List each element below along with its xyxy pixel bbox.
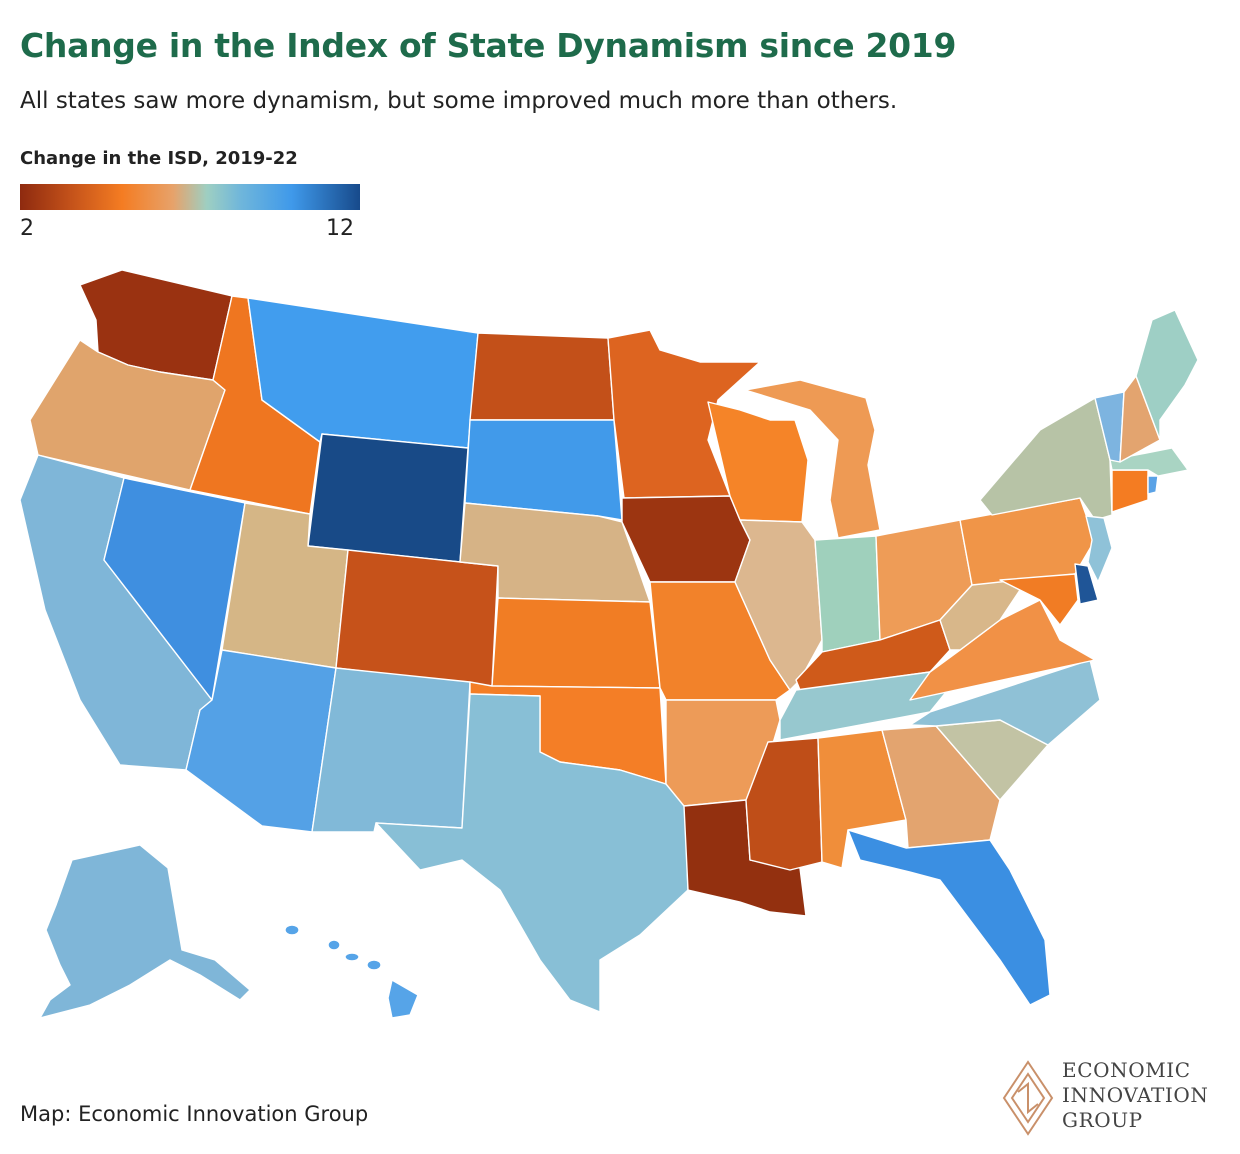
map-credit: Map: Economic Innovation Group <box>20 1102 369 1126</box>
state-co[interactable] <box>335 549 499 687</box>
state-me[interactable] <box>1135 309 1199 441</box>
logo-line-3: GROUP <box>1062 1108 1143 1132</box>
state-md[interactable] <box>999 573 1079 626</box>
state-fl[interactable] <box>847 829 1051 1006</box>
state-tx[interactable] <box>375 693 689 1013</box>
chart-title: Change in the Index of State Dynamism si… <box>20 26 957 65</box>
state-mi[interactable] <box>744 379 881 539</box>
state-ma[interactable] <box>1109 447 1189 477</box>
state-pa[interactable] <box>959 497 1096 586</box>
chart-subtitle: All states saw more dynamism, but some i… <box>20 88 898 114</box>
legend-max-label: 12 <box>326 216 354 241</box>
state-mn[interactable] <box>607 329 761 499</box>
state-nm[interactable] <box>311 667 471 833</box>
legend-min-label: 2 <box>20 216 34 241</box>
state-ct[interactable] <box>1111 469 1149 513</box>
state-de[interactable] <box>1074 563 1099 605</box>
state-ri[interactable] <box>1147 475 1159 495</box>
state-nd[interactable] <box>469 332 615 421</box>
state-wi[interactable] <box>707 401 809 523</box>
state-ky[interactable] <box>795 619 951 691</box>
eig-logo: ECONOMIC INNOVATION GROUP <box>1000 1058 1230 1138</box>
state-ia[interactable] <box>621 495 751 583</box>
state-sd[interactable] <box>464 419 623 521</box>
state-ak[interactable] <box>39 844 251 1019</box>
state-hi[interactable] <box>284 924 419 1019</box>
state-ny[interactable] <box>979 397 1113 521</box>
state-nc[interactable] <box>909 659 1101 746</box>
state-ks[interactable] <box>491 597 661 689</box>
logo-line-1: ECONOMIC <box>1062 1058 1191 1082</box>
logo-wordmark: ECONOMIC INNOVATION GROUP <box>1062 1058 1209 1133</box>
state-nj[interactable] <box>1085 515 1113 583</box>
logo-line-2: INNOVATION <box>1062 1083 1209 1107</box>
legend-title: Change in the ISD, 2019-22 <box>20 148 298 169</box>
legend-color-bar <box>20 184 360 210</box>
state-in[interactable] <box>814 535 881 653</box>
state-wy[interactable] <box>307 433 469 563</box>
diamond-logo-icon <box>1002 1060 1054 1136</box>
state-il[interactable] <box>734 519 823 691</box>
